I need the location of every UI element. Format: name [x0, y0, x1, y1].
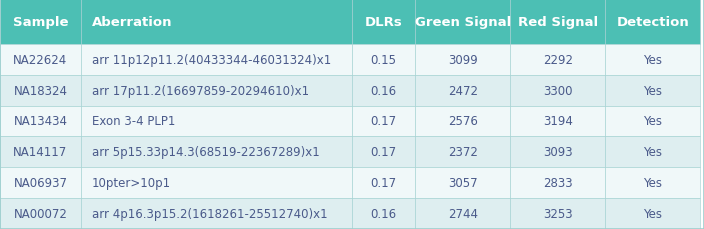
- Text: NA06937: NA06937: [13, 176, 68, 189]
- Text: DLRs: DLRs: [365, 16, 403, 29]
- Bar: [415, 168, 510, 198]
- Bar: [510, 168, 605, 198]
- Text: 2576: 2576: [448, 115, 478, 128]
- Text: arr 5p15.33p14.3(68519-22367289)x1: arr 5p15.33p14.3(68519-22367289)x1: [92, 146, 320, 159]
- Text: 3194: 3194: [543, 115, 573, 128]
- Text: Red Signal: Red Signal: [518, 16, 598, 29]
- Text: 0.17: 0.17: [370, 146, 397, 159]
- Text: 3253: 3253: [543, 207, 573, 220]
- Bar: [415, 45, 510, 75]
- Text: 0.17: 0.17: [370, 176, 397, 189]
- Text: Yes: Yes: [643, 84, 662, 97]
- Text: 3093: 3093: [543, 146, 573, 159]
- Bar: [510, 198, 605, 229]
- Text: NA18324: NA18324: [13, 84, 68, 97]
- Bar: [81, 198, 352, 229]
- Text: 0.15: 0.15: [371, 54, 396, 66]
- Text: 0.17: 0.17: [370, 115, 397, 128]
- Bar: [352, 45, 415, 75]
- Bar: [605, 198, 700, 229]
- Text: arr 17p11.2(16697859-20294610)x1: arr 17p11.2(16697859-20294610)x1: [92, 84, 308, 97]
- Text: Detection: Detection: [617, 16, 689, 29]
- Text: 3300: 3300: [543, 84, 572, 97]
- Bar: [81, 75, 352, 106]
- Text: 0.16: 0.16: [370, 84, 397, 97]
- Bar: [0, 45, 81, 75]
- Text: Yes: Yes: [643, 176, 662, 189]
- Text: 10pter>10p1: 10pter>10p1: [92, 176, 170, 189]
- Bar: [0, 198, 81, 229]
- Bar: [605, 75, 700, 106]
- Bar: [81, 45, 352, 75]
- Text: 2372: 2372: [448, 146, 478, 159]
- Bar: [510, 0, 605, 45]
- Bar: [0, 168, 81, 198]
- Bar: [81, 106, 352, 137]
- Text: Yes: Yes: [643, 115, 662, 128]
- Bar: [415, 198, 510, 229]
- Text: Green Signal: Green Signal: [415, 16, 511, 29]
- Text: 2292: 2292: [543, 54, 573, 66]
- Bar: [352, 106, 415, 137]
- Bar: [352, 137, 415, 168]
- Text: 2472: 2472: [448, 84, 478, 97]
- Bar: [605, 168, 700, 198]
- Bar: [81, 0, 352, 45]
- Text: Sample: Sample: [13, 16, 68, 29]
- Bar: [510, 75, 605, 106]
- Text: 2833: 2833: [543, 176, 573, 189]
- Text: 3057: 3057: [448, 176, 478, 189]
- Bar: [510, 137, 605, 168]
- Text: NA00072: NA00072: [13, 207, 68, 220]
- Text: Yes: Yes: [643, 54, 662, 66]
- Bar: [0, 137, 81, 168]
- Bar: [415, 75, 510, 106]
- Bar: [605, 106, 700, 137]
- Bar: [415, 0, 510, 45]
- Text: arr 11p12p11.2(40433344-46031324)x1: arr 11p12p11.2(40433344-46031324)x1: [92, 54, 331, 66]
- Bar: [352, 168, 415, 198]
- Text: 3099: 3099: [448, 54, 478, 66]
- Text: 0.16: 0.16: [370, 207, 397, 220]
- Text: Yes: Yes: [643, 207, 662, 220]
- Bar: [0, 106, 81, 137]
- Text: 2744: 2744: [448, 207, 478, 220]
- Text: Aberration: Aberration: [92, 16, 172, 29]
- Bar: [0, 75, 81, 106]
- Bar: [510, 45, 605, 75]
- Text: NA13434: NA13434: [13, 115, 68, 128]
- Text: NA22624: NA22624: [13, 54, 68, 66]
- Text: Yes: Yes: [643, 146, 662, 159]
- Text: Exon 3-4 PLP1: Exon 3-4 PLP1: [92, 115, 175, 128]
- Bar: [415, 137, 510, 168]
- Bar: [352, 0, 415, 45]
- Bar: [0, 0, 81, 45]
- Bar: [81, 168, 352, 198]
- Bar: [605, 45, 700, 75]
- Bar: [352, 75, 415, 106]
- Bar: [605, 0, 700, 45]
- Text: NA14117: NA14117: [13, 146, 68, 159]
- Text: arr 4p16.3p15.2(1618261-25512740)x1: arr 4p16.3p15.2(1618261-25512740)x1: [92, 207, 327, 220]
- Bar: [352, 198, 415, 229]
- Bar: [81, 137, 352, 168]
- Bar: [415, 106, 510, 137]
- Bar: [510, 106, 605, 137]
- Bar: [605, 137, 700, 168]
